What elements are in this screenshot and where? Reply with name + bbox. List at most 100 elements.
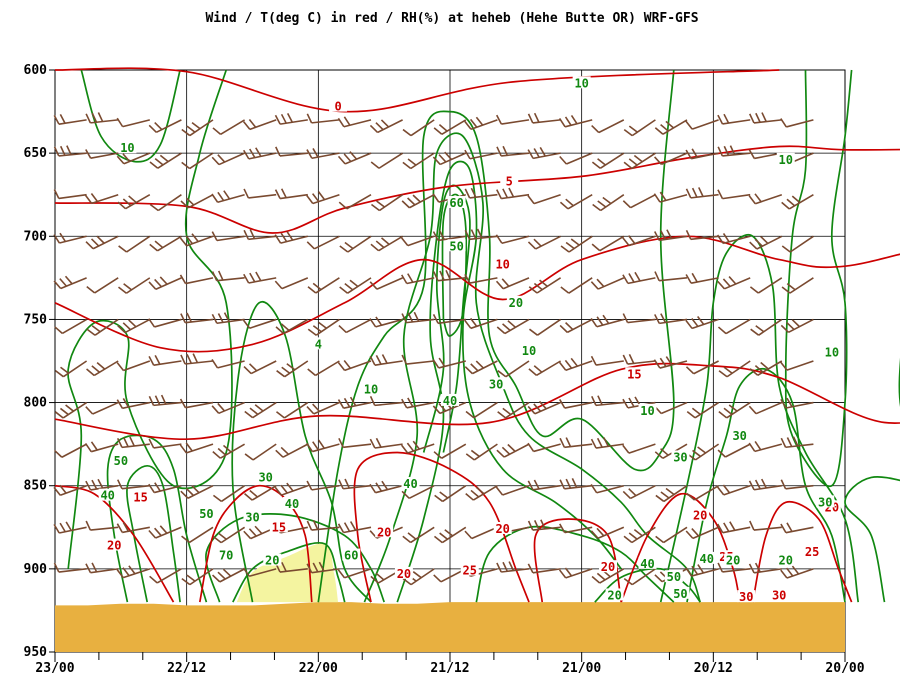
- wind-barb-feather: [750, 328, 760, 336]
- wind-barb-feather: [53, 114, 60, 125]
- wind-barb-feather: [249, 229, 256, 239]
- wind-barb-shaft: [311, 152, 340, 160]
- wind-barb-feather: [244, 453, 254, 461]
- wind-barb-shaft: [693, 360, 719, 375]
- wind-barb-shaft: [532, 526, 561, 531]
- wind-barb-feather: [343, 397, 351, 408]
- wind-barb-shaft: [156, 568, 182, 584]
- wind-barb-feather: [565, 437, 572, 447]
- wind-barb-feather: [780, 479, 787, 490]
- wind-barb-shaft: [347, 235, 372, 253]
- rh-label-bg: [283, 497, 301, 510]
- wind-barb-shaft: [564, 119, 593, 128]
- wind-barb-feather: [596, 572, 606, 581]
- wind-barb-feather: [565, 322, 574, 331]
- wind-barb-feather: [590, 438, 597, 449]
- wind-barb-feather: [432, 193, 440, 203]
- wind-barb-feather: [439, 491, 449, 499]
- wind-barb-shaft: [723, 484, 751, 496]
- wind-barb-feather: [307, 368, 316, 377]
- wind-barb-feather: [590, 355, 597, 366]
- wind-barb-feather: [464, 530, 473, 540]
- wind-barb-feather: [432, 156, 441, 165]
- wind-barb-feather: [244, 410, 254, 419]
- wind-barb-feather: [160, 394, 167, 405]
- rh-contour-10: [784, 69, 853, 487]
- wind-barb-feather: [211, 405, 220, 414]
- wind-barb-shaft: [662, 119, 688, 135]
- wind-barb-shaft: [502, 484, 530, 496]
- wind-barb-feather: [212, 494, 222, 503]
- wind-barb-feather: [149, 203, 159, 212]
- wind-barb-feather: [217, 402, 226, 412]
- wind-barb-feather: [154, 395, 161, 406]
- wind-barb-shaft: [501, 568, 530, 573]
- wind-barb-feather: [691, 528, 700, 537]
- wind-barb-shaft: [407, 443, 435, 454]
- wind-barb-shaft: [378, 152, 404, 169]
- wind-barb-shaft: [564, 443, 593, 449]
- wind-barb-feather: [527, 563, 534, 574]
- wind-barb-shaft: [788, 318, 814, 333]
- wind-barb-feather: [249, 148, 256, 159]
- wind-barb-shaft: [691, 568, 719, 577]
- wind-barb-feather: [590, 483, 598, 494]
- wind-barb-feather: [286, 113, 294, 123]
- wind-barb-shaft: [534, 401, 561, 415]
- wind-barb-feather: [691, 187, 698, 198]
- wind-barb-shaft: [410, 119, 435, 137]
- wind-barb-feather: [602, 314, 610, 324]
- wind-barb-feather: [280, 232, 288, 243]
- wind-barb-feather: [502, 407, 512, 416]
- rh-label: 10: [120, 141, 134, 155]
- wind-barb-shaft: [565, 568, 593, 579]
- temperature-label: 15: [272, 520, 286, 534]
- wind-barb-feather: [470, 489, 480, 498]
- wind-barb-feather: [501, 278, 510, 287]
- rh-label-bg: [217, 548, 236, 561]
- wind-barb-feather: [375, 354, 382, 365]
- wind-barb-shaft: [315, 318, 340, 336]
- wind-barb-feather: [433, 574, 442, 583]
- wind-barb-shaft: [314, 235, 340, 250]
- wind-barb-feather: [401, 200, 410, 209]
- temperature-label-bg: [493, 521, 512, 534]
- wind-barb-feather: [343, 153, 352, 163]
- rh-label: 40: [100, 489, 114, 503]
- wind-barb-shaft: [470, 318, 498, 330]
- wind-barb-feather: [717, 114, 724, 125]
- wind-barb-shaft: [437, 277, 466, 282]
- wind-barb-feather: [691, 148, 698, 158]
- rh-contour-50: [594, 567, 701, 603]
- wind-barb-feather: [685, 188, 692, 199]
- wind-barb-shaft: [60, 277, 87, 290]
- wind-barb-feather: [122, 198, 132, 207]
- wind-barb-shaft: [154, 484, 182, 494]
- wind-barb-shaft: [754, 443, 783, 453]
- wind-barb-feather: [791, 195, 801, 204]
- wind-barb-feather: [502, 561, 509, 572]
- wind-barb-shaft: [441, 443, 467, 459]
- wind-barb-feather: [496, 189, 502, 199]
- rh-label: 50: [449, 239, 463, 253]
- wind-barb-shaft: [283, 401, 309, 419]
- wind-barb-feather: [217, 154, 226, 163]
- temperature-label: 20: [397, 567, 411, 581]
- wind-barb-feather: [660, 491, 670, 499]
- wind-barb-feather: [685, 366, 695, 375]
- wind-barb-feather: [469, 317, 478, 327]
- wind-barb-shaft: [789, 235, 814, 253]
- wind-barb-shaft: [122, 119, 150, 128]
- rh-label: 60: [449, 196, 463, 210]
- wind-barb-feather: [401, 490, 410, 499]
- wind-barb-feather: [306, 442, 314, 453]
- wind-barb-feather: [306, 563, 313, 574]
- wind-barb-feather: [686, 492, 696, 501]
- wind-barb-shaft: [94, 318, 119, 336]
- wind-barb-shaft: [92, 235, 119, 250]
- wind-barb-feather: [375, 316, 383, 326]
- wind-barb-feather: [255, 147, 262, 157]
- rh-label-bg: [822, 345, 841, 358]
- wind-barb-shaft: [153, 360, 182, 367]
- wind-barb-shaft: [121, 484, 150, 490]
